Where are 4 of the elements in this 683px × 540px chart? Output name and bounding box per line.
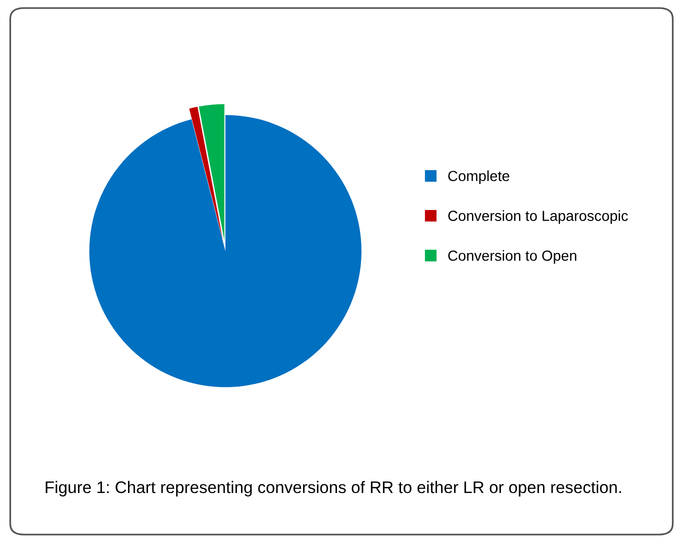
legend-label: Conversion to Laparoscopic <box>448 210 628 224</box>
legend-label: Complete <box>448 170 510 184</box>
caption: Figure 1: Chart representing conversions of RR to either LR or open resection. <box>46 480 621 496</box>
legend-label: Conversion to Open <box>448 250 576 264</box>
